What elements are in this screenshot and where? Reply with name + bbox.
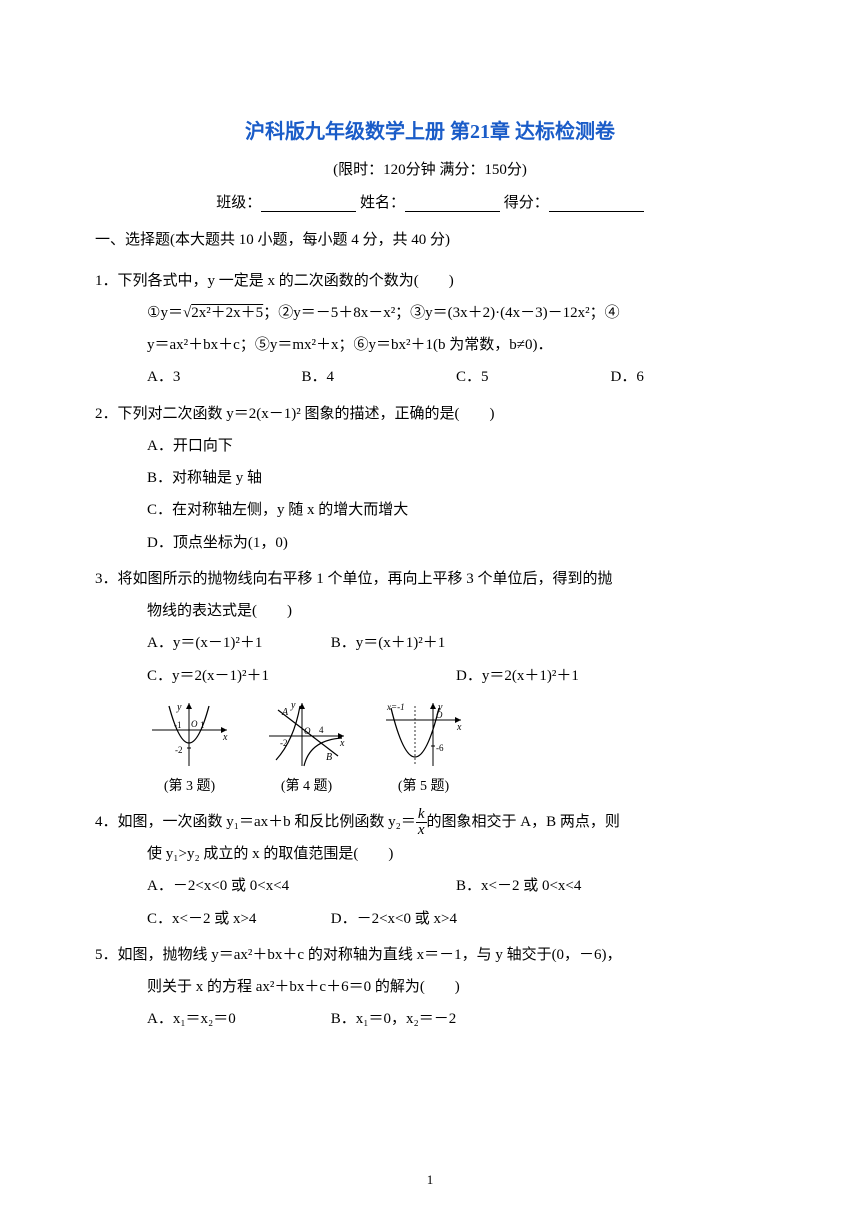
q4-opt-a: A．－2<x<0 或 0<x<4 bbox=[147, 870, 456, 902]
svg-text:x: x bbox=[456, 722, 462, 733]
svg-text:x=-1: x=-1 bbox=[386, 702, 405, 712]
question-1: 1．下列各式中，y 一定是 x 的二次函数的个数为( ) ①y＝√2x²＋2x＋… bbox=[95, 265, 765, 394]
q3-row1: A．y＝(x－1)²＋1 B．y＝(x＋1)²＋1 bbox=[95, 627, 765, 659]
name-blank bbox=[405, 194, 500, 212]
q2-opt-b: B．对称轴是 y 轴 bbox=[95, 462, 765, 494]
q4-opt-b: B．x<－2 或 0<x<4 bbox=[456, 870, 765, 902]
section-1-header: 一、选择题(本大题共 10 小题，每小题 4 分，共 40 分) bbox=[95, 226, 765, 255]
figure-3: -1 O 1 x y -2 (第 3 题) bbox=[147, 698, 232, 802]
q1-opt-b: B．4 bbox=[302, 361, 457, 393]
q4-frac-num: k bbox=[416, 807, 427, 823]
q4-stem2: 使 y₁>y₂ 成立的 x 的取值范围是( ) bbox=[95, 838, 765, 870]
exam-subtitle: (限时：120分钟 满分：150分) bbox=[95, 158, 765, 179]
student-info-line: 班级： 姓名： 得分： bbox=[95, 191, 765, 212]
svg-text:-2: -2 bbox=[280, 738, 288, 748]
exam-title: 沪科版九年级数学上册 第21章 达标检测卷 bbox=[95, 115, 765, 144]
q1-opt-a: A．3 bbox=[147, 361, 302, 393]
q2-opt-c: C．在对称轴左侧，y 随 x 的增大而增大 bbox=[95, 494, 765, 526]
q4-text-b: 的图象相交于 A，B 两点，则 bbox=[427, 814, 620, 830]
figure-4: A -2 O 4 B x y (第 4 题) bbox=[264, 698, 349, 802]
q3-opt-b: B．y＝(x＋1)²＋1 bbox=[331, 635, 446, 651]
svg-text:x: x bbox=[222, 732, 228, 743]
question-2: 2．下列对二次函数 y＝2(x－1)² 图象的描述，正确的是( ) A．开口向下… bbox=[95, 398, 765, 559]
svg-text:A: A bbox=[281, 707, 289, 718]
q1-opt-d: D．6 bbox=[611, 361, 766, 393]
q1-text-a: ①y＝ bbox=[147, 305, 183, 321]
q2-opt-a: A．开口向下 bbox=[95, 430, 765, 462]
q5-opt-a: A．x₁＝x₂＝0 bbox=[147, 1003, 327, 1035]
figure-4-svg: A -2 O 4 B x y bbox=[264, 698, 349, 770]
figure-5-label: (第 5 题) bbox=[398, 772, 449, 802]
q1-line2: y＝ax²＋bx＋c；⑤y＝mx²＋x；⑥y＝bx²＋1(b 为常数，b≠0)． bbox=[95, 329, 765, 361]
q1-stem: 1．下列各式中，y 一定是 x 的二次函数的个数为( ) bbox=[95, 265, 765, 297]
svg-text:O: O bbox=[304, 726, 311, 736]
svg-text:O: O bbox=[191, 719, 198, 729]
svg-text:y: y bbox=[290, 700, 296, 711]
q4-row2: C．x<－2 或 x>4 D．－2<x<0 或 x>4 bbox=[95, 903, 765, 935]
q3-stem2: 物线的表达式是( ) bbox=[95, 595, 765, 627]
svg-text:-2: -2 bbox=[175, 745, 183, 755]
q4-opt-c: C．x<－2 或 x>4 bbox=[147, 903, 327, 935]
q2-opt-d: D．顶点坐标为(1，0) bbox=[95, 527, 765, 559]
svg-text:y: y bbox=[176, 702, 182, 713]
q4-text-a: 4．如图，一次函数 y₁＝ax＋b 和反比例函数 y₂＝ bbox=[95, 814, 416, 830]
svg-text:4: 4 bbox=[319, 725, 324, 735]
score-label: 得分： bbox=[504, 195, 549, 211]
question-3: 3．将如图所示的抛物线向右平移 1 个单位，再向上平移 3 个单位后，得到的抛 … bbox=[95, 563, 765, 802]
figure-3-label: (第 3 题) bbox=[164, 772, 215, 802]
class-blank bbox=[261, 194, 356, 212]
figure-5: x=-1 O x y -6 (第 5 题) bbox=[381, 698, 466, 802]
q3-row2: C．y＝2(x－1)²＋1 D．y＝2(x＋1)²＋1 bbox=[95, 660, 765, 692]
q5-stem1: 5．如图，抛物线 y＝ax²＋bx＋c 的对称轴为直线 x＝－1，与 y 轴交于… bbox=[95, 939, 765, 971]
q1-opt-c: C．5 bbox=[456, 361, 611, 393]
q5-opt-b: B．x₁＝0，x₂＝－2 bbox=[331, 1011, 456, 1027]
svg-text:-6: -6 bbox=[436, 743, 444, 753]
class-label: 班级： bbox=[216, 195, 261, 211]
q3-opt-d: D．y＝2(x＋1)²＋1 bbox=[456, 660, 765, 692]
q4-frac-den: x bbox=[416, 823, 427, 838]
q3-opt-c: C．y＝2(x－1)²＋1 bbox=[147, 660, 456, 692]
svg-text:-1: -1 bbox=[174, 720, 182, 730]
svg-text:B: B bbox=[326, 752, 332, 763]
q4-row1: A．－2<x<0 或 0<x<4 B．x<－2 或 0<x<4 bbox=[95, 870, 765, 902]
figures-row: -1 O 1 x y -2 (第 3 题) A -2 O bbox=[95, 698, 765, 802]
q5-stem2: 则关于 x 的方程 ax²＋bx＋c＋6＝0 的解为( ) bbox=[95, 971, 765, 1003]
q1-root: 2x²＋2x＋5 bbox=[191, 305, 263, 321]
svg-text:x: x bbox=[339, 738, 345, 749]
page-number: 1 bbox=[0, 1172, 860, 1188]
q1-options: A．3 B．4 C．5 D．6 bbox=[95, 361, 765, 393]
score-blank bbox=[549, 194, 644, 212]
q3-opt-a: A．y＝(x－1)²＋1 bbox=[147, 627, 327, 659]
question-5: 5．如图，抛物线 y＝ax²＋bx＋c 的对称轴为直线 x＝－1，与 y 轴交于… bbox=[95, 939, 765, 1036]
figure-4-label: (第 4 题) bbox=[281, 772, 332, 802]
q1-line1: ①y＝√2x²＋2x＋5；②y＝－5＋8x－x²；③y＝(3x＋2)·(4x－3… bbox=[95, 297, 765, 329]
q4-opt-d: D．－2<x<0 或 x>4 bbox=[331, 911, 457, 927]
q5-row1: A．x₁＝x₂＝0 B．x₁＝0，x₂＝－2 bbox=[95, 1003, 765, 1035]
question-4: 4．如图，一次函数 y₁＝ax＋b 和反比例函数 y₂＝kx的图象相交于 A，B… bbox=[95, 806, 765, 935]
svg-text:y: y bbox=[437, 702, 443, 713]
q2-stem: 2．下列对二次函数 y＝2(x－1)² 图象的描述，正确的是( ) bbox=[95, 398, 765, 430]
figure-3-svg: -1 O 1 x y -2 bbox=[147, 698, 232, 770]
q1-text-b: ；②y＝－5＋8x－x²；③y＝(3x＋2)·(4x－3)－12x²；④ bbox=[263, 305, 619, 321]
q3-stem1: 3．将如图所示的抛物线向右平移 1 个单位，再向上平移 3 个单位后，得到的抛 bbox=[95, 563, 765, 595]
svg-text:1: 1 bbox=[200, 720, 205, 730]
q4-stem1: 4．如图，一次函数 y₁＝ax＋b 和反比例函数 y₂＝kx的图象相交于 A，B… bbox=[95, 806, 765, 838]
name-label: 姓名： bbox=[360, 195, 405, 211]
figure-5-svg: x=-1 O x y -6 bbox=[381, 698, 466, 770]
